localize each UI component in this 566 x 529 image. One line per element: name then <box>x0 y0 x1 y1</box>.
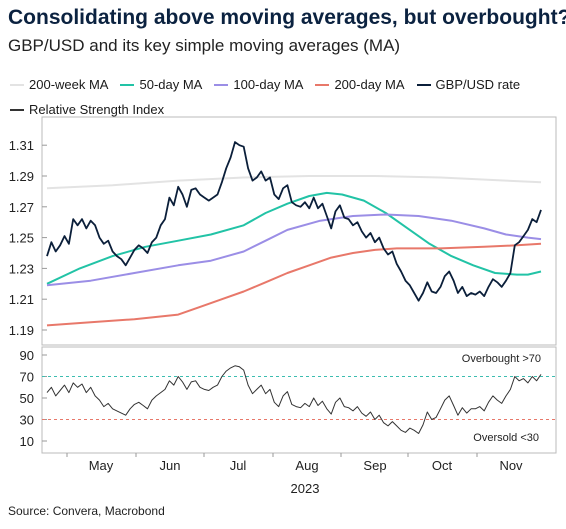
chart-subtitle: GBP/USD and its key simple moving averag… <box>8 36 401 55</box>
rsi-tick-label: 90 <box>20 348 34 363</box>
legend-swatch <box>10 84 24 86</box>
y-tick-label: 1.27 <box>9 200 34 215</box>
legend-label: GBP/USD rate <box>435 77 521 92</box>
x-tick-label: Oct <box>432 458 453 473</box>
chart-title: Consolidating above moving averages, but… <box>8 6 566 29</box>
legend-swatch <box>120 84 135 86</box>
oversold-label: Oversold <30 <box>473 432 539 444</box>
x-year-label: 2023 <box>291 481 320 496</box>
legend-item: GBP/USD rate <box>416 74 521 96</box>
overbought-label: Overbought >70 <box>462 353 541 365</box>
rsi-tick-label: 30 <box>20 413 34 428</box>
x-tick-label: Aug <box>295 458 318 473</box>
x-tick-label: Sep <box>363 458 386 473</box>
y-tick-label: 1.31 <box>9 138 34 153</box>
legend-item: 100-day MA <box>214 74 303 96</box>
series-line-50-day-ma <box>46 191 542 285</box>
series-line-200-week-ma <box>46 175 542 190</box>
legend-item: Relative Strength Index <box>10 99 164 121</box>
y-tick-label: 1.25 <box>9 231 34 246</box>
bottom-panel-frame <box>41 346 557 454</box>
legend-label: 100-day MA <box>233 77 304 92</box>
legend-label: Relative Strength Index <box>29 102 165 117</box>
y-tick-label: 1.23 <box>9 261 34 276</box>
source-note: Source: Convera, Macrobond <box>8 504 165 518</box>
legend-swatch <box>214 84 229 86</box>
rsi-tick-label: 10 <box>20 434 34 449</box>
legend-item: 200-week MA <box>10 74 108 96</box>
legend-label: 200-day MA <box>334 77 405 92</box>
series-line-gbp-usd-rate <box>46 141 542 302</box>
series-line-200-day-ma <box>46 242 542 327</box>
series-line-100-day-ma <box>46 213 542 287</box>
x-tick-label: May <box>89 458 114 473</box>
legend: 200-week MA 50-day MA 100-day MA 200-day MA… <box>10 71 560 121</box>
series-line-rsi <box>46 365 542 434</box>
legend-item: 50-day MA <box>120 74 202 96</box>
legend-swatch <box>416 84 431 86</box>
legend-label: 200-week MA <box>29 77 109 92</box>
y-tick-label: 1.19 <box>9 323 34 338</box>
legend-swatch <box>315 84 330 86</box>
x-tick-label: Jul <box>230 458 247 473</box>
y-tick-label: 1.21 <box>9 292 34 307</box>
legend-item: 200-day MA <box>315 74 405 96</box>
rsi-tick-label: 70 <box>20 370 34 385</box>
rsi-tick-label: 50 <box>20 391 34 406</box>
legend-label: 50-day MA <box>139 77 203 92</box>
y-tick-label: 1.29 <box>9 169 34 184</box>
x-tick-label: Jun <box>160 458 181 473</box>
x-tick-label: Nov <box>499 458 523 473</box>
legend-swatch <box>10 109 24 111</box>
top-panel-frame <box>41 116 557 346</box>
